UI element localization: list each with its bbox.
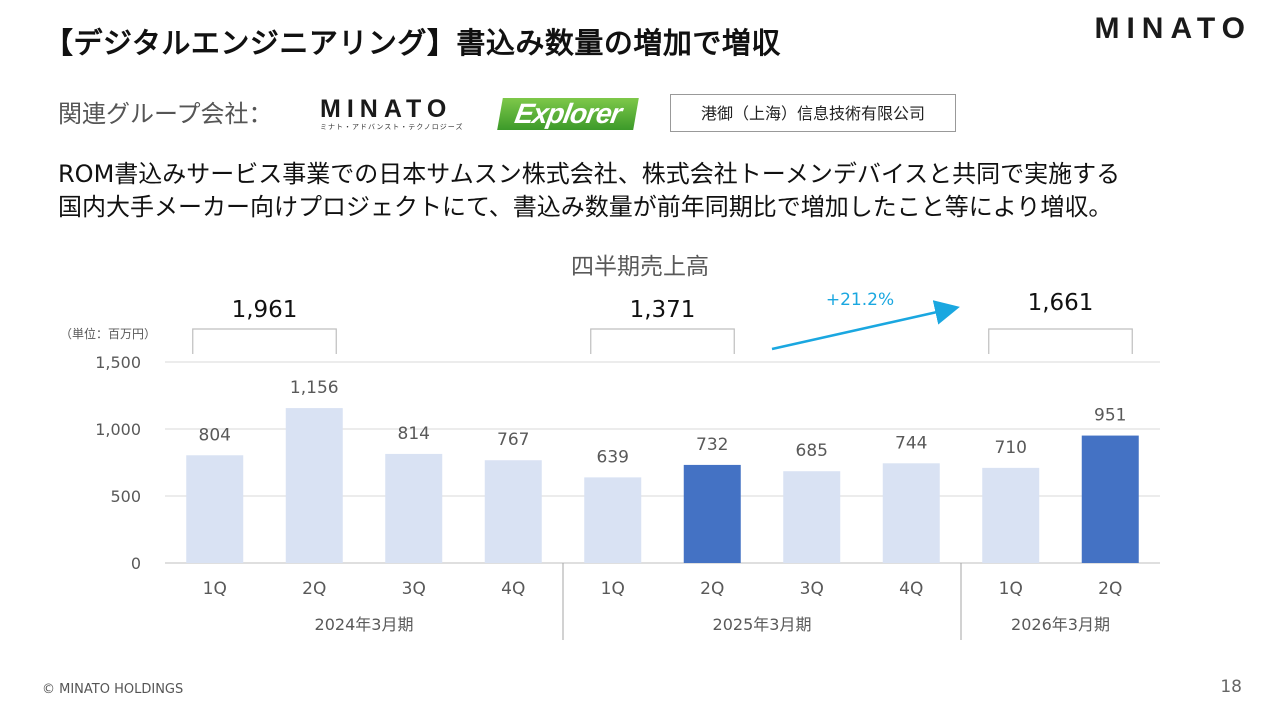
copyright: © MINATO HOLDINGS: [42, 682, 184, 697]
group-label: 2025年3月期: [713, 615, 812, 634]
bar-value-label: 710: [995, 438, 1027, 458]
category-label: 2Q: [1098, 579, 1122, 599]
category-label: 2Q: [302, 579, 326, 599]
category-label: 1Q: [203, 579, 227, 599]
half-year-total-label: 1,661: [1028, 290, 1094, 316]
y-tick-label: 500: [110, 487, 141, 506]
body-line-2: 国内大手メーカー向けプロジェクトにて、書込み数量が前年同期比で増加したこと等によ…: [58, 193, 1113, 221]
half-year-total-label: 1,371: [630, 297, 696, 323]
chart-title: 四半期売上高: [571, 254, 709, 280]
half-year-total-label: 1,961: [232, 297, 298, 323]
category-label: 3Q: [402, 579, 426, 599]
bar: [186, 455, 244, 563]
total-bracket: [192, 328, 337, 354]
growth-arrow: [771, 300, 960, 351]
minato-logo-wordmark: MINATO: [320, 95, 453, 123]
bar-value-label: 814: [398, 424, 430, 444]
category-label: 3Q: [800, 579, 824, 599]
slide-title: 【デジタルエンジニアリング】書込み数量の増加で増収: [44, 26, 781, 60]
bar: [285, 408, 343, 563]
bar: [783, 471, 841, 563]
category-label: 4Q: [501, 579, 525, 599]
bar: [584, 477, 642, 563]
china-company-box: 港御（上海）信息技術有限公司: [670, 94, 956, 132]
bar-value-label: 732: [696, 435, 728, 455]
bar: [683, 464, 741, 563]
page-number: 18: [1220, 677, 1242, 697]
bar: [1081, 435, 1139, 563]
category-label: 1Q: [999, 579, 1023, 599]
minato-logo-top: MINATO: [1094, 12, 1252, 45]
bar-value-label: 767: [497, 430, 529, 450]
category-label: 4Q: [899, 579, 923, 599]
growth-label: +21.2%: [826, 290, 894, 310]
minato-logo-subtitle: ミナト・アドバンスト・テクノロジーズ: [320, 123, 464, 131]
bar-value-label: 1,156: [290, 378, 339, 398]
bar-value-label: 744: [895, 433, 927, 453]
related-companies-label: 関連グループ会社：: [58, 100, 273, 128]
bar: [484, 460, 542, 563]
total-bracket: [590, 328, 735, 354]
bar: [385, 453, 443, 563]
minato-advanced-technologies-logo: MINATO ミナト・アドバンスト・テクノロジーズ: [320, 95, 464, 132]
body-line-1: ROM書込みサービス事業での日本サムスン株式会社、株式会社トーメンデバイスと共同…: [58, 160, 1121, 188]
group-label: 2024年3月期: [315, 615, 414, 634]
bar-value-label: 639: [597, 447, 629, 467]
bar: [982, 467, 1040, 563]
category-label: 2Q: [700, 579, 724, 599]
body-text: ROM書込みサービス事業での日本サムスン株式会社、株式会社トーメンデバイスと共同…: [58, 158, 1258, 224]
bar-value-label: 804: [199, 425, 231, 445]
group-label: 2026年3月期: [1011, 615, 1110, 634]
unit-label: （単位：百万円）: [60, 326, 156, 341]
y-tick-label: 1,500: [95, 353, 141, 372]
y-tick-label: 0: [131, 554, 141, 573]
category-label: 1Q: [601, 579, 625, 599]
bar-value-label: 685: [796, 441, 828, 461]
y-tick-label: 1,000: [95, 420, 141, 439]
related-companies-row: 関連グループ会社： MINATO ミナト・アドバンスト・テクノロジーズ Expl…: [58, 92, 1238, 136]
total-bracket: [988, 328, 1133, 354]
bar-value-label: 951: [1094, 406, 1126, 426]
bar: [882, 463, 940, 563]
